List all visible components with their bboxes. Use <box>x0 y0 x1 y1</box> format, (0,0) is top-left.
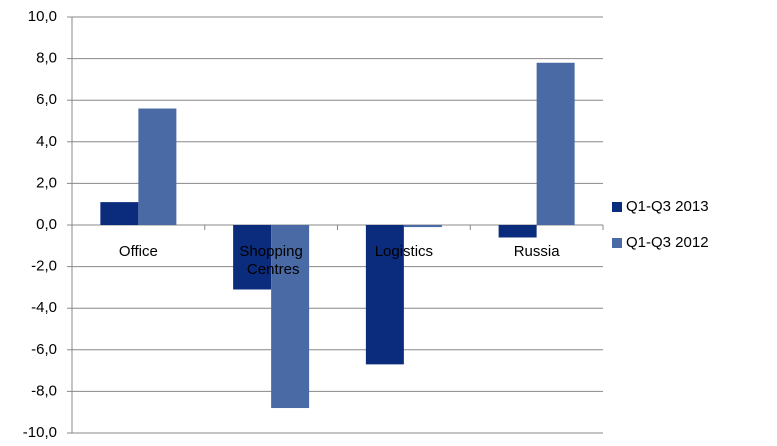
bar <box>138 108 177 225</box>
y-tick-label: 6,0 <box>36 91 57 108</box>
y-tick-label: 4,0 <box>36 133 57 150</box>
y-tick-label: 0,0 <box>36 216 57 233</box>
bar <box>271 225 310 409</box>
legend-label: Q1-Q3 2012 <box>626 234 709 251</box>
bar <box>403 225 442 228</box>
y-tick-label: 2,0 <box>36 174 57 191</box>
legend-swatch <box>612 202 622 212</box>
x-tick-label: Office <box>119 243 158 260</box>
x-tick-label: Shopping Centres <box>239 243 302 278</box>
y-tick-label: -2,0 <box>31 258 57 275</box>
y-tick-label: -8,0 <box>31 382 57 399</box>
y-tick-label: -10,0 <box>23 424 57 441</box>
bar <box>536 62 575 226</box>
bar <box>100 202 139 225</box>
y-tick-label: -4,0 <box>31 299 57 316</box>
x-tick-label: Logistics <box>375 243 433 260</box>
y-tick-label: -6,0 <box>31 341 57 358</box>
legend-swatch <box>612 238 622 248</box>
bar <box>365 225 404 365</box>
legend-label: Q1-Q3 2013 <box>626 198 709 215</box>
y-tick-label: 8,0 <box>36 50 57 67</box>
bar <box>233 225 272 290</box>
x-tick-label: Russia <box>514 243 561 260</box>
y-tick-label: 10,0 <box>28 8 57 25</box>
bar <box>498 225 537 238</box>
